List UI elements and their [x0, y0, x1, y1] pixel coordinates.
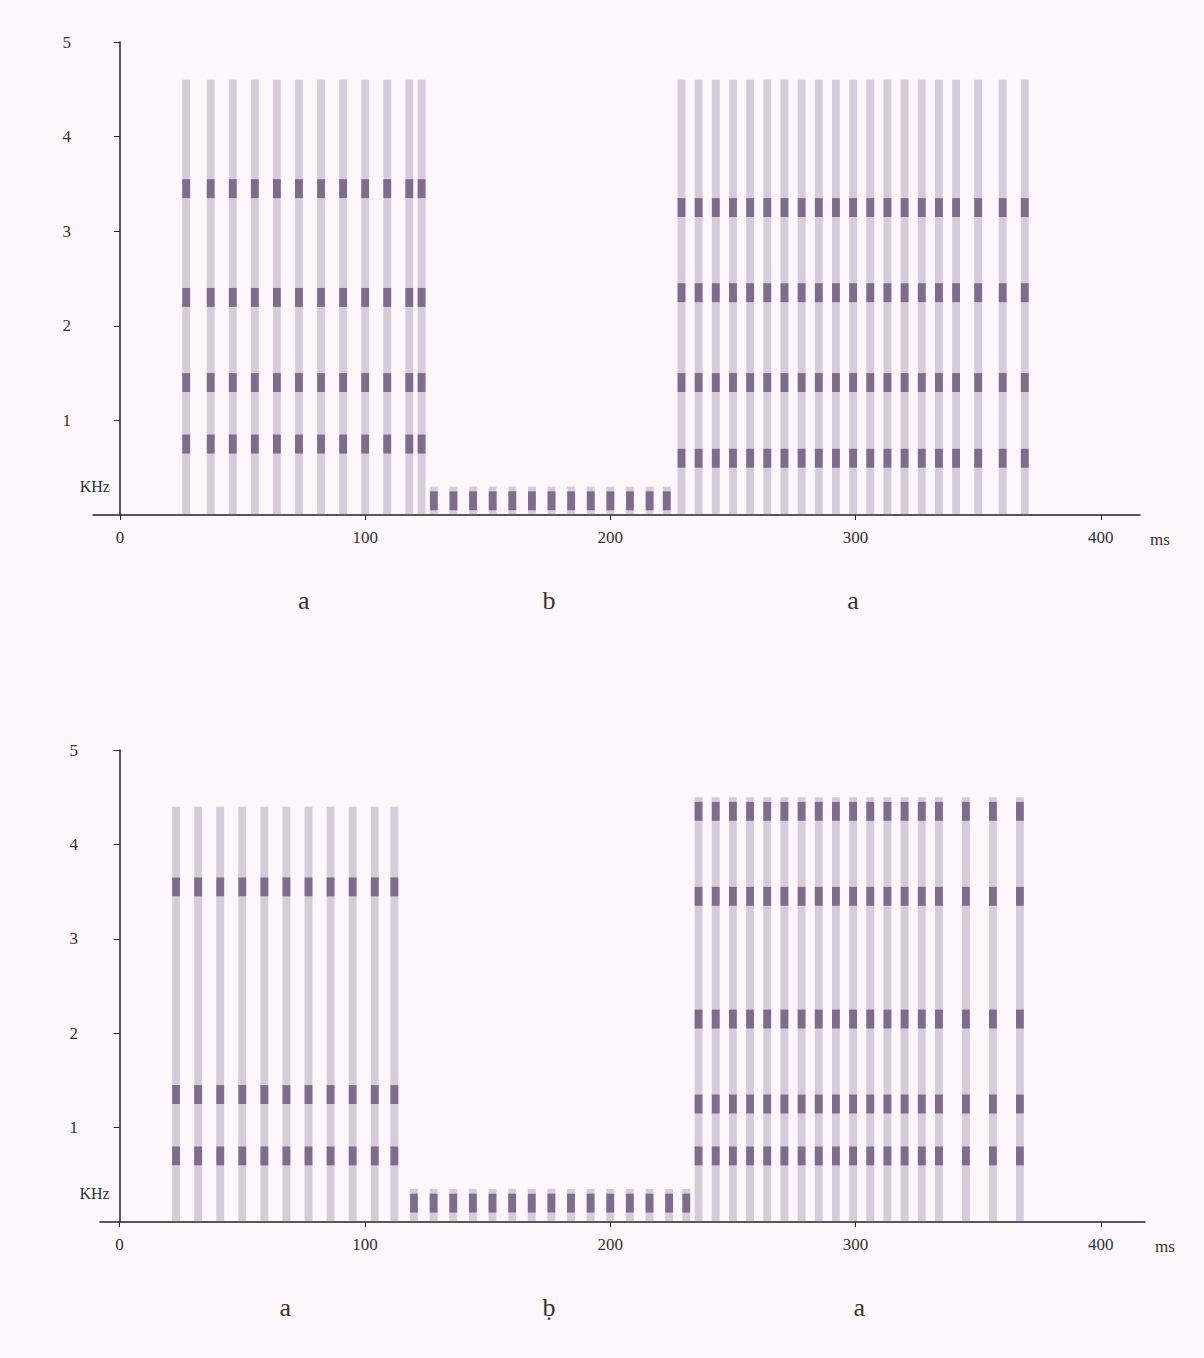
- svg-text:a: a: [853, 1293, 865, 1322]
- svg-text:1: 1: [63, 411, 72, 430]
- svg-text:a: a: [847, 586, 859, 615]
- svg-text:ms: ms: [1150, 530, 1170, 549]
- svg-text:2: 2: [70, 1024, 79, 1043]
- svg-text:b: b: [543, 586, 556, 615]
- svg-text:100: 100: [352, 528, 378, 547]
- svg-text:ms: ms: [1155, 1237, 1175, 1256]
- svg-text:300: 300: [843, 1235, 869, 1254]
- svg-text:400: 400: [1088, 1235, 1114, 1254]
- svg-text:100: 100: [352, 1235, 378, 1254]
- svg-text:KHz: KHz: [79, 1185, 109, 1202]
- svg-text:ḅ: ḅ: [542, 1293, 555, 1322]
- svg-text:5: 5: [63, 33, 72, 52]
- svg-text:4: 4: [63, 127, 72, 146]
- svg-text:1: 1: [70, 1118, 79, 1137]
- svg-text:0: 0: [116, 528, 125, 547]
- svg-text:5: 5: [70, 741, 79, 760]
- svg-text:400: 400: [1088, 528, 1114, 547]
- svg-text:KHz: KHz: [80, 478, 110, 495]
- svg-text:2: 2: [63, 316, 72, 335]
- svg-text:a: a: [298, 586, 310, 615]
- svg-text:3: 3: [70, 929, 79, 948]
- svg-text:a: a: [279, 1293, 291, 1322]
- svg-text:3: 3: [63, 222, 72, 241]
- svg-text:0: 0: [115, 1235, 124, 1254]
- svg-text:200: 200: [597, 1235, 623, 1254]
- svg-text:300: 300: [843, 528, 869, 547]
- svg-text:4: 4: [70, 835, 79, 854]
- svg-text:200: 200: [598, 528, 624, 547]
